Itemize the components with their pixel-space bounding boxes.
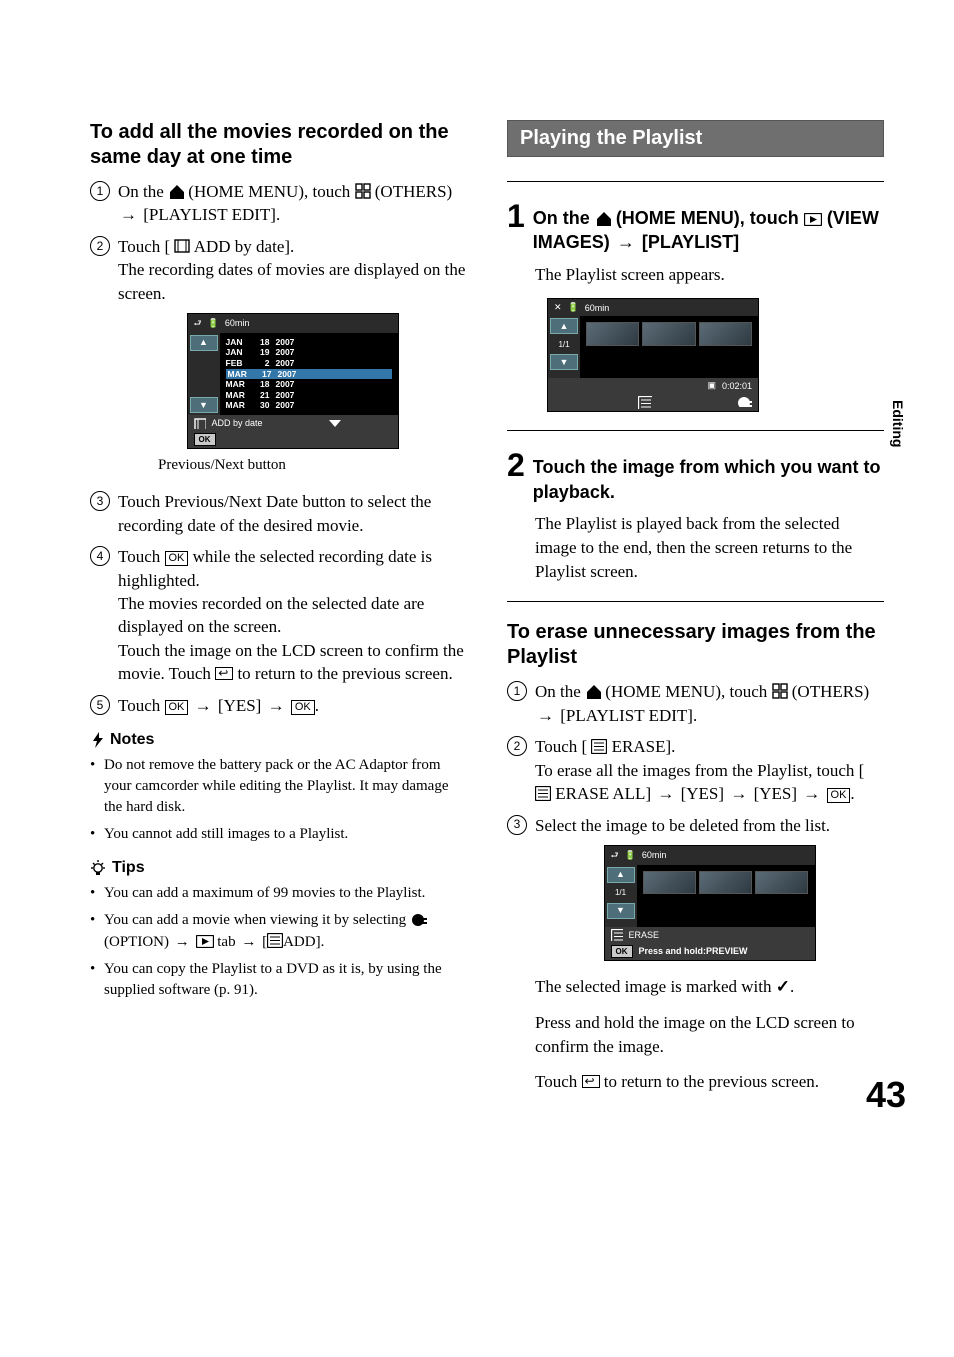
home-icon xyxy=(168,183,184,199)
view-images-icon xyxy=(804,213,822,226)
ok-button[interactable]: OK xyxy=(194,433,216,446)
ok-icon: OK xyxy=(291,700,315,715)
erase-step-3: Select the image to be deleted from the … xyxy=(507,814,884,961)
chevron-down-icon xyxy=(329,420,341,427)
arrow-icon: → xyxy=(193,694,214,717)
erase-thumb[interactable] xyxy=(699,871,752,895)
right-column: Playing the Playlist 1 On the (HOME MENU… xyxy=(507,120,884,1106)
screenshot-erase: ⮐🔋60min ▲ 1/1 ▼ ✓ xyxy=(604,845,816,961)
arrow-icon: → xyxy=(535,704,556,727)
screenshot-add-by-date: ⮐ 🔋60min ▲ ▼ JAN182007JAN192007FEB22007M… xyxy=(187,313,399,449)
others-grid-icon xyxy=(355,183,371,199)
big-step-2: 2 Touch the image from which you want to… xyxy=(507,449,884,504)
ok-icon: OK xyxy=(827,788,851,803)
option-icon xyxy=(410,912,428,926)
screenshot-playlist: ✕🔋60min ▲ 1/1 ▼ ▸▸ ▣0:02:01 xyxy=(547,298,759,412)
tips-icon xyxy=(90,860,106,876)
page-indicator: 1/1 xyxy=(550,336,578,352)
arrow-icon: → xyxy=(801,782,822,805)
left-step-5: Touch OK → [YES] → OK. xyxy=(90,694,467,717)
step-number: 2 xyxy=(507,449,525,481)
erase-thumb[interactable] xyxy=(755,871,808,895)
notes-icon xyxy=(90,732,104,748)
ok-icon: OK xyxy=(165,700,189,715)
arrow-icon: → xyxy=(728,782,749,805)
step1-body: The Playlist screen appears. xyxy=(535,263,884,287)
page-down-button[interactable]: ▼ xyxy=(607,903,635,919)
tip-item: You can copy the Playlist to a DVD as it… xyxy=(90,959,467,1001)
play-tab-icon xyxy=(196,935,214,948)
after-shot-p2: Press and hold the image on the LCD scre… xyxy=(535,1011,884,1059)
notes-list: Do not remove the battery pack or the AC… xyxy=(90,755,467,845)
home-icon xyxy=(585,683,601,699)
left-step-2: Touch [ ADD by date]. The recording date… xyxy=(90,235,467,476)
ok-button[interactable]: OK xyxy=(611,945,633,958)
tips-list: You can add a maximum of 99 movies to th… xyxy=(90,883,467,1001)
left-step-3: Touch Previous/Next Date button to selec… xyxy=(90,490,467,537)
left-column: To add all the movies recorded on the sa… xyxy=(90,120,467,1106)
arrow-icon: → xyxy=(655,782,676,805)
prev-date-button[interactable]: ▲ xyxy=(190,335,218,351)
erase-step-1: On the (HOME MENU), touch (OTHERS) → [PL… xyxy=(507,680,884,727)
erase-step-2: Touch [ ERASE]. To erase all the images … xyxy=(507,735,884,805)
left-step-1: On the (HOME MENU), touch (OTHERS) → [PL… xyxy=(90,180,467,227)
erase-heading: To erase unnecessary images from the Pla… xyxy=(507,620,884,670)
left-heading: To add all the movies recorded on the sa… xyxy=(90,120,467,170)
divider xyxy=(507,181,884,182)
erase-steps: On the (HOME MENU), touch (OTHERS) → [PL… xyxy=(507,680,884,961)
after-shot-p1: The selected image is marked with ✓. xyxy=(535,975,884,999)
page-down-button[interactable]: ▼ xyxy=(550,354,578,370)
close-icon[interactable]: ✕ xyxy=(554,302,562,313)
ok-icon: OK xyxy=(165,551,189,566)
divider xyxy=(507,430,884,431)
tip-item: You can add a maximum of 99 movies to th… xyxy=(90,883,467,904)
others-grid-icon xyxy=(772,683,788,699)
left-step-4: Touch OK while the selected recording da… xyxy=(90,545,467,686)
page-up-button[interactable]: ▲ xyxy=(607,867,635,883)
page-indicator: 1/1 xyxy=(607,885,635,901)
arrow-icon: → xyxy=(239,931,258,952)
return-icon xyxy=(582,1075,600,1088)
next-date-button[interactable]: ▼ xyxy=(190,397,218,413)
note-item: You cannot add still images to a Playlis… xyxy=(90,824,467,845)
playlist-icon xyxy=(267,933,283,948)
note-item: Do not remove the battery pack or the AC… xyxy=(90,755,467,818)
back-icon[interactable]: ⮐ xyxy=(611,849,619,861)
arrow-icon: → xyxy=(615,230,637,254)
erase-thumb[interactable] xyxy=(643,871,696,895)
notes-heading: Notes xyxy=(90,731,467,749)
tip-item: You can add a movie when viewing it by s… xyxy=(90,910,467,953)
page-number: 43 xyxy=(866,1074,906,1116)
divider xyxy=(507,601,884,602)
playlist-thumb[interactable] xyxy=(642,322,695,346)
film-icon xyxy=(174,238,190,254)
arrow-icon: → xyxy=(266,694,287,717)
return-icon xyxy=(215,667,233,680)
playlist-icon xyxy=(535,786,551,801)
check-icon: ✓ xyxy=(776,977,790,996)
playlist-thumb[interactable] xyxy=(586,322,639,346)
arrow-icon: → xyxy=(173,931,192,952)
screenshot-caption: Previous/Next button xyxy=(158,455,467,476)
step2-body: The Playlist is played back from the sel… xyxy=(535,512,884,583)
section-title: Playing the Playlist xyxy=(507,120,884,157)
home-icon xyxy=(595,210,611,226)
back-icon[interactable]: ⮐ xyxy=(194,317,202,329)
option-menu-icon[interactable] xyxy=(736,395,752,409)
left-steps: On the (HOME MENU), touch (OTHERS) → [PL… xyxy=(90,180,467,717)
playlist-icon xyxy=(591,739,607,754)
side-tab: Editing xyxy=(890,400,906,447)
playlist-thumb[interactable] xyxy=(699,322,752,346)
big-step-1: 1 On the (HOME MENU), touch (VIEW IMAGES… xyxy=(507,200,884,255)
tips-heading: Tips xyxy=(90,859,467,877)
arrow-icon: → xyxy=(118,203,139,226)
step-number: 1 xyxy=(507,200,525,232)
page-up-button[interactable]: ▲ xyxy=(550,318,578,334)
after-shot-p3: Touch to return to the previous screen. xyxy=(535,1070,884,1094)
